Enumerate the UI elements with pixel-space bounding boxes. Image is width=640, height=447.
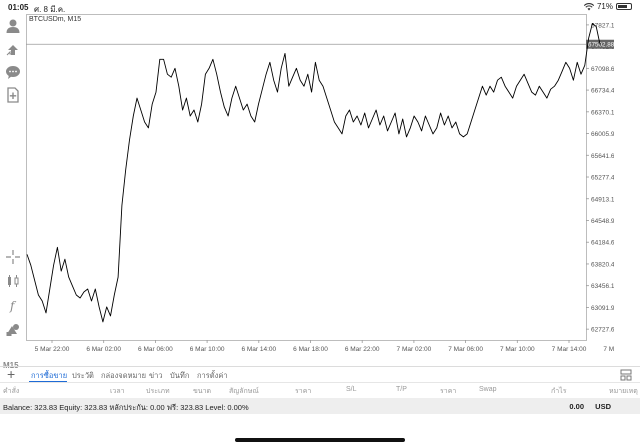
y-tick-label: 64913.15: [591, 196, 614, 203]
col-profit: กำไร: [551, 388, 567, 395]
tab-trade[interactable]: การซื้อขาย: [31, 371, 68, 380]
add-chart-icon[interactable]: [5, 87, 21, 103]
x-tick-label: 5 Mar 22:00: [35, 346, 70, 353]
y-tick-label: 65641.65: [591, 153, 614, 160]
y-tick-label: 66370.15: [591, 109, 614, 116]
y-tick-label: 65277.40: [591, 175, 614, 182]
x-tick-label: 6 Mar 14:00: [241, 346, 276, 353]
layout-icon[interactable]: [620, 369, 632, 381]
price-chart[interactable]: 67827.1567462.9067098.6566734.4066370.15…: [26, 14, 614, 354]
x-tick-label: 6 Mar 06:00: [138, 346, 173, 353]
y-tick-label: 64548.90: [591, 218, 614, 225]
col-sl: S/L: [346, 386, 357, 393]
balance-row: Balance: 323.83 Equity: 323.83 หลักประกั…: [0, 398, 640, 414]
y-tick-label: 63091.90: [591, 305, 614, 312]
person-icon[interactable]: [5, 18, 21, 34]
x-tick-label: 6 Mar 10:00: [190, 346, 225, 353]
balance-text: Balance: 323.83 Equity: 323.83 หลักประกั…: [3, 403, 249, 412]
col-symbol: สัญลักษณ์: [229, 388, 259, 395]
col-type: ประเภท: [146, 388, 170, 395]
y-tick-label: 66005.90: [591, 131, 614, 138]
indicators-icon[interactable]: [5, 273, 21, 289]
chart-symbol-label: BTCUSDm, M15: [29, 16, 82, 23]
tab-mailbox[interactable]: กล่องจดหมาย: [101, 371, 147, 380]
battery-icon: [616, 3, 632, 10]
col-order: คำสั่ง: [3, 388, 20, 395]
function-icon[interactable]: f: [5, 297, 21, 313]
chart-frame: [26, 14, 587, 341]
tab-journal[interactable]: บันทึก: [170, 371, 190, 380]
tab-settings[interactable]: การตั้งค่า: [197, 371, 228, 380]
x-tick-label: 7 Mar 10:00: [500, 346, 535, 353]
battery-percent: 71%: [596, 2, 613, 11]
y-tick-label: 62727.65: [591, 327, 614, 334]
y-tick-label: 64184.65: [591, 240, 614, 247]
x-tick-label: 7 Mar 06:00: [448, 346, 483, 353]
objects-icon[interactable]: [5, 321, 21, 337]
chart-svg[interactable]: 67827.1567462.9067098.6566734.4066370.15…: [26, 14, 614, 354]
current-price-label: 67502.88: [588, 42, 614, 49]
col-swap: Swap: [479, 386, 497, 393]
status-time: 01:05: [8, 3, 29, 12]
y-tick-label: 66734.40: [591, 88, 614, 95]
col-volume: ขนาด: [193, 388, 212, 395]
x-tick-label: 6 Mar 22:00: [345, 346, 380, 353]
left-toolbar: f M15: [0, 14, 26, 370]
battery-fill: [618, 5, 627, 8]
x-tick-label: 7 Mar 02:00: [397, 346, 432, 353]
x-tick-label: 7 Mar 18:00: [603, 346, 614, 353]
timeframe-label[interactable]: M15: [3, 361, 19, 370]
home-indicator: [235, 438, 405, 442]
y-tick-label: 67098.65: [591, 66, 614, 73]
col-tp: T/P: [396, 386, 407, 393]
y-tick-label: 63456.15: [591, 283, 614, 290]
y-tick-label: 63820.40: [591, 261, 614, 268]
currency-label: USD: [595, 402, 611, 411]
bottom-tabs: + การซื้อขาย ประวัติ กล่องจดหมาย ข่าว บั…: [0, 366, 640, 383]
status-right: 71%: [583, 2, 632, 11]
trade-icon[interactable]: [5, 41, 21, 57]
x-tick-label: 6 Mar 02:00: [86, 346, 121, 353]
col-comment: หมายเหตุ: [609, 388, 638, 395]
tab-history[interactable]: ประวัติ: [72, 371, 94, 380]
crosshair-icon[interactable]: [5, 249, 21, 265]
profit-total: 0.00: [569, 402, 584, 411]
add-icon[interactable]: +: [7, 366, 16, 382]
orders-table-header: คำสั่ง เวลา ประเภท ขนาด สัญลักษณ์ ราคา S…: [0, 382, 640, 396]
chat-icon[interactable]: [5, 64, 21, 80]
status-date: ศ. 8 มี.ค.: [34, 5, 66, 14]
status-bar: 01:05 ศ. 8 มี.ค. 71%: [0, 0, 640, 14]
y-tick-label: 67827.15: [591, 22, 614, 29]
price-series-line: [26, 23, 601, 323]
wifi-icon: [583, 2, 594, 10]
tab-news[interactable]: ข่าว: [149, 371, 163, 380]
col-time: เวลา: [110, 388, 125, 395]
x-tick-label: 6 Mar 18:00: [293, 346, 328, 353]
col-price: ราคา: [295, 388, 312, 395]
svg-text:f: f: [9, 299, 17, 313]
x-tick-label: 7 Mar 14:00: [552, 346, 587, 353]
col-price-current: ราคา: [440, 388, 457, 395]
